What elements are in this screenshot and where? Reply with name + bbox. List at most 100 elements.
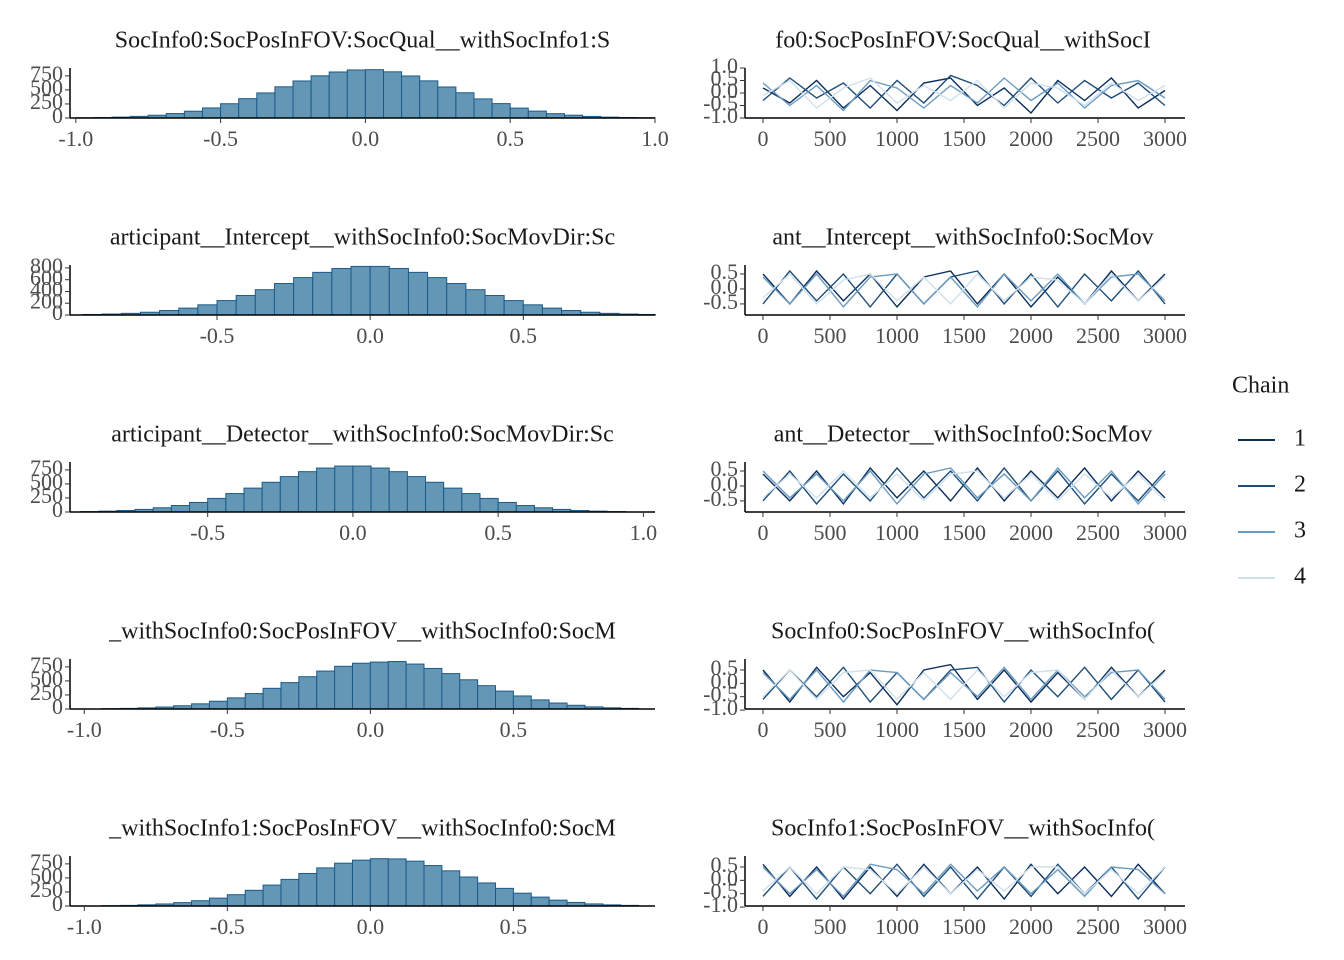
y-tick-label: -0.5	[703, 879, 738, 904]
panel: articipant__Intercept__withSocInfo0:SocM…	[82, 225, 656, 316]
y-tick-label: -0.5	[703, 91, 738, 116]
bar	[226, 697, 246, 710]
bar	[512, 695, 532, 710]
panel: SocInfo0:SocPosInFOV__withSocInfo(	[762, 619, 1166, 706]
bar	[207, 497, 227, 513]
bar	[427, 277, 448, 316]
panel: articipant__Detector__withSocInfo0:SocMo…	[80, 422, 626, 513]
bar	[455, 92, 475, 119]
x-tick-label: -0.5	[203, 126, 238, 151]
x-tick-label: 1.0	[641, 126, 669, 151]
bar	[316, 670, 336, 710]
bar	[406, 476, 427, 513]
legend-label: 1	[1294, 426, 1306, 452]
x-tick-label: 1000	[875, 717, 919, 742]
trace-line	[762, 466, 1166, 505]
bar	[491, 103, 511, 119]
trace-line	[762, 77, 1166, 115]
bar	[197, 304, 218, 316]
bar	[530, 699, 550, 710]
x-tick-label: -0.5	[210, 914, 245, 939]
y-tick-label: -1.0	[703, 103, 738, 128]
bar	[262, 884, 282, 907]
bar	[405, 860, 425, 907]
x-tick-label: 2000	[1009, 717, 1053, 742]
bar	[256, 92, 276, 119]
bar	[527, 110, 547, 119]
panel-title: _withSocInfo1:SocPosInFOV__withSocInfo0:…	[108, 816, 616, 842]
bar	[441, 673, 461, 710]
bar	[328, 71, 348, 119]
x-tick-label: 0.0	[356, 323, 384, 348]
bar	[388, 471, 408, 513]
y-tick-label: -0.5	[703, 486, 738, 511]
bar	[495, 887, 514, 907]
bar	[262, 687, 282, 710]
x-tick-label: -1.0	[67, 914, 102, 939]
x-tick-label: 0	[757, 914, 768, 939]
bar	[369, 265, 390, 316]
y-tick-label: 600	[30, 265, 63, 290]
y-tick-label: 1.0	[711, 53, 739, 78]
bar	[279, 476, 299, 513]
bar	[293, 277, 314, 316]
x-tick-label: 2000	[1009, 520, 1053, 545]
bar	[382, 71, 403, 119]
x-tick-label: 2500	[1076, 717, 1120, 742]
bar	[437, 86, 457, 119]
panel-title: articipant__Intercept__withSocInfo0:SocM…	[110, 225, 615, 251]
bar	[225, 493, 245, 513]
x-tick-label: 3000	[1143, 914, 1187, 939]
bar	[443, 487, 463, 513]
bar	[310, 75, 330, 119]
bar	[423, 667, 443, 710]
bar	[441, 870, 461, 907]
bar	[312, 271, 333, 316]
bar	[235, 294, 256, 316]
bar	[495, 690, 514, 710]
y-tick-label: 0	[52, 497, 63, 522]
bar	[292, 80, 312, 119]
x-tick-label: 500	[813, 717, 846, 742]
legend-label: 4	[1294, 564, 1306, 590]
bar	[419, 80, 439, 119]
bar	[461, 493, 481, 513]
x-tick-label: 1500	[942, 323, 986, 348]
panel: ant__Intercept__withSocInfo0:SocMov	[762, 225, 1166, 309]
x-tick-label: 0.0	[339, 520, 367, 545]
panel: SocInfo0:SocPosInFOV:SocQual__withSocInf…	[75, 28, 656, 119]
x-tick-label: 1.0	[630, 520, 658, 545]
bar	[226, 894, 246, 907]
bar	[183, 110, 203, 119]
bar	[515, 505, 535, 513]
bar	[387, 661, 407, 710]
bar	[364, 69, 384, 119]
x-tick-label: 3000	[1143, 323, 1187, 348]
panel: _withSocInfo0:SocPosInFOV__withSocInfo0:…	[101, 619, 640, 710]
bar	[178, 307, 199, 316]
trace-line	[762, 668, 1166, 701]
bar	[297, 471, 318, 513]
panel-title: fo0:SocPosInFOV:SocQual__withSocI	[775, 28, 1151, 54]
y-tick-label: 500	[30, 75, 63, 100]
y-tick-label: 0.5	[711, 456, 739, 481]
bar	[477, 685, 497, 710]
bar	[244, 693, 264, 710]
x-tick-label: 1000	[875, 520, 919, 545]
x-tick-label: 2000	[1009, 914, 1053, 939]
bar	[530, 896, 550, 907]
x-tick-label: 0.5	[500, 914, 528, 939]
bar	[541, 307, 563, 316]
y-tick-label: 250	[30, 680, 63, 705]
bar	[334, 665, 353, 710]
y-tick-label: 750	[30, 61, 63, 86]
x-tick-label: -0.5	[200, 323, 235, 348]
x-tick-label: 500	[813, 323, 846, 348]
x-tick-label: 2000	[1009, 323, 1053, 348]
trace-line	[762, 74, 1166, 109]
bar	[316, 467, 336, 513]
x-tick-label: 500	[813, 126, 846, 151]
bar	[484, 294, 505, 316]
y-tick-label: 200	[30, 288, 63, 313]
y-tick-label: 0.5	[711, 655, 739, 680]
